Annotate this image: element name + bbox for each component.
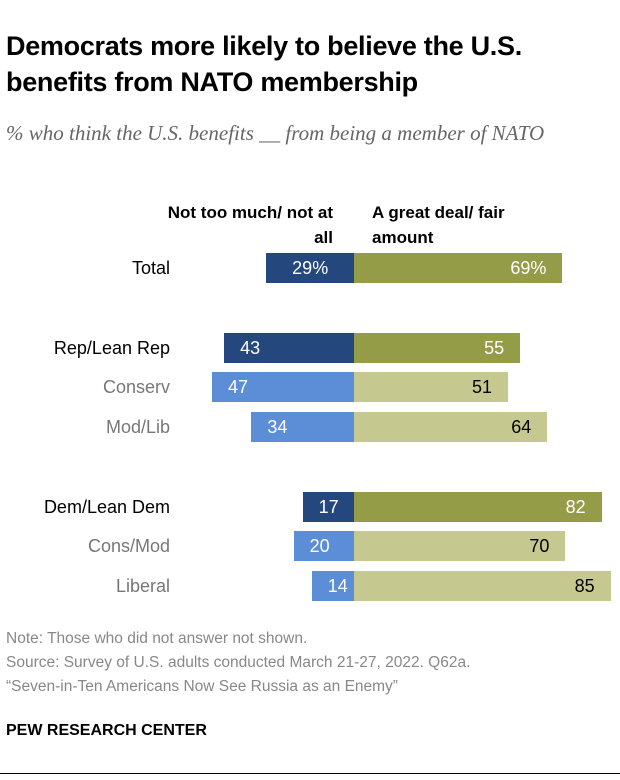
row-label: Mod/Lib: [105, 417, 170, 437]
note-text: Note: Those who did not answer not shown…: [6, 630, 308, 647]
chart-subtitle: % who think the U.S. benefits __ from be…: [6, 121, 545, 145]
bar-negative: 34: [251, 412, 354, 442]
bar-positive: 55: [354, 333, 521, 363]
row-label: Rep/Lean Rep: [53, 338, 170, 358]
bar-positive: 70: [354, 531, 566, 561]
bar-negative: 17: [302, 492, 354, 522]
bar-negative: 20: [293, 531, 354, 561]
row-label: Dem/Lean Dem: [43, 497, 170, 517]
bar-positive: 69%: [354, 253, 563, 283]
report-title: “Seven-in-Ten Americans Now See Russia a…: [6, 678, 398, 695]
legend-negative: Not too much/ not at all: [167, 203, 333, 247]
chart-title: Democrats more likely to believe the U.S…: [6, 31, 522, 97]
bar-negative: 43: [224, 333, 354, 363]
row-label: Liberal: [115, 576, 170, 596]
bar-negative: 47: [212, 372, 354, 402]
row-label: Cons/Mod: [87, 536, 170, 556]
row-label: Conserv: [102, 377, 170, 397]
source-text: Source: Survey of U.S. adults conducted …: [6, 654, 471, 671]
bar-positive: 85: [354, 571, 611, 601]
bar-negative: 14: [311, 571, 354, 601]
bar-positive: 64: [354, 412, 548, 442]
bar-positive: 82: [354, 492, 602, 522]
row-label: Total: [131, 258, 170, 278]
bottom-rule: [0, 773, 620, 774]
brand-logo-text: PEW RESEARCH CENTER: [6, 722, 207, 739]
legend-positive: A great deal/ fair amount: [372, 203, 505, 247]
bar-positive: 51: [354, 372, 509, 402]
bar-negative: 29%: [266, 253, 354, 283]
